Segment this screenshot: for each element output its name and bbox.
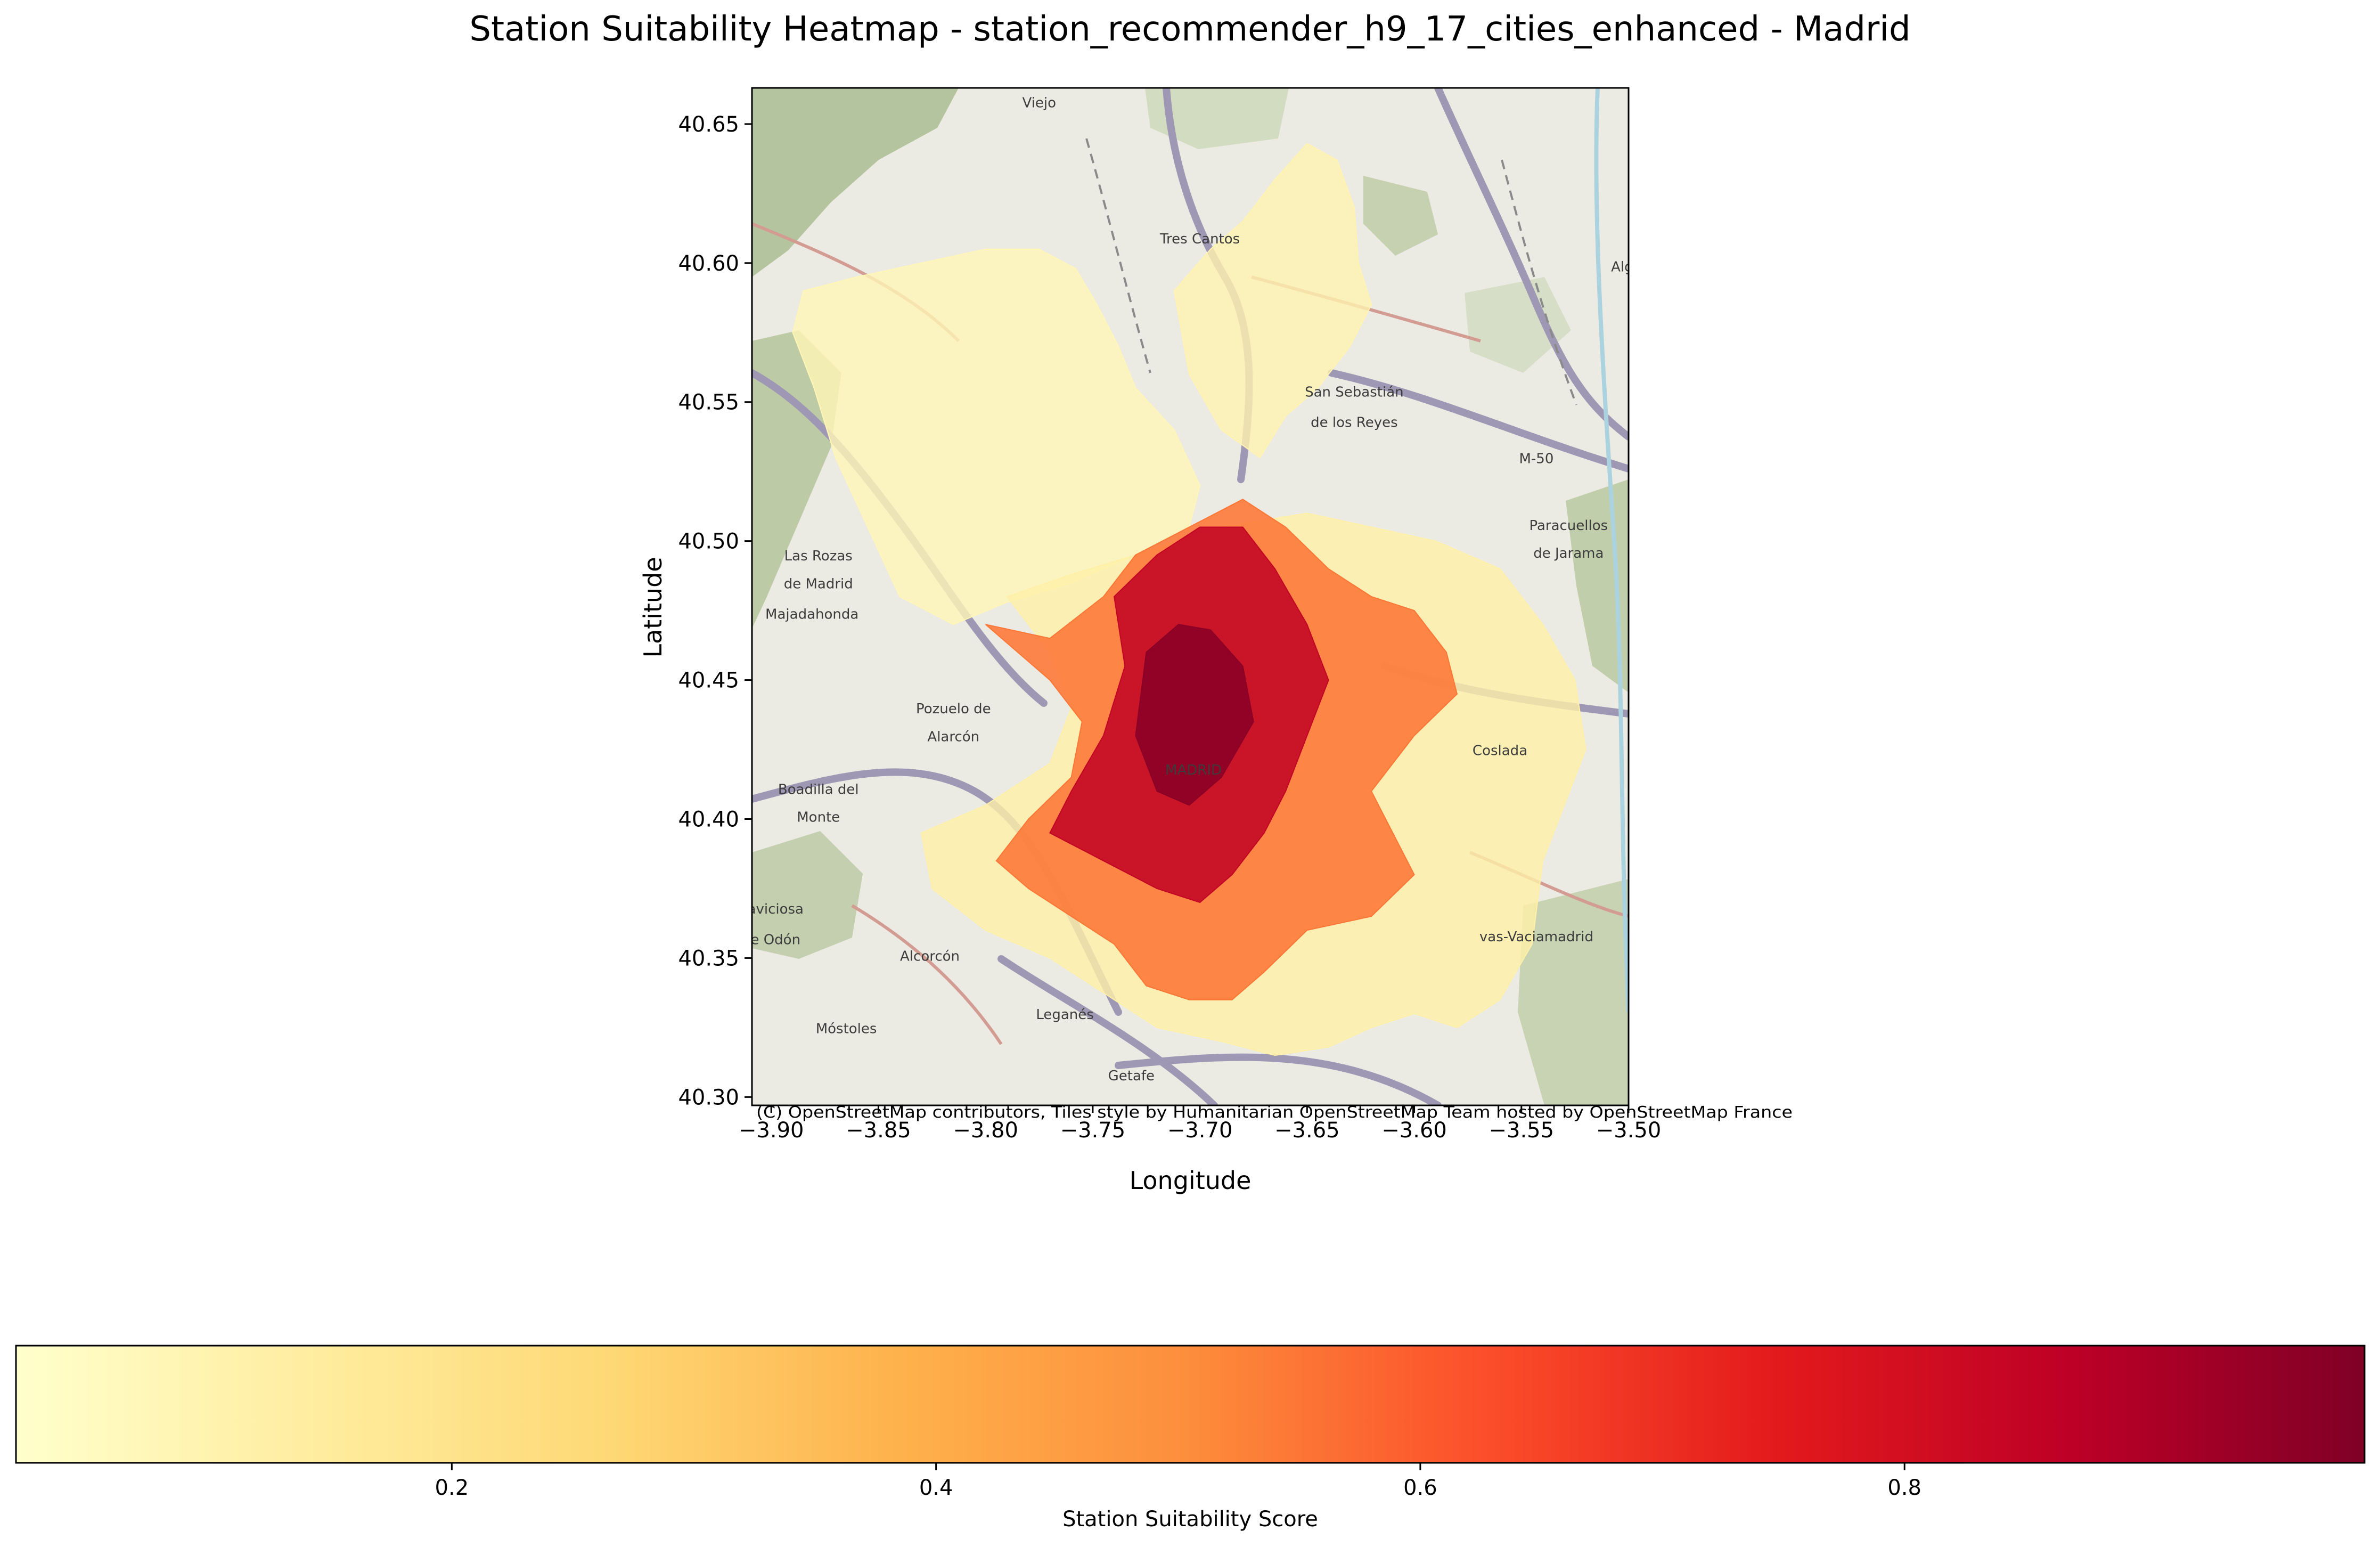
place-label-9: Pozuelo de	[916, 701, 991, 717]
place-label-3: de los Reyes	[1311, 415, 1398, 431]
y-axis: 40.30 40.35 40.40 40.45 40.50 40.55 40.60 40.65	[678, 112, 752, 1110]
place-label-11: Coslada	[1473, 743, 1527, 759]
heat-region-1	[792, 248, 1201, 625]
y-tick-label-3: 40.40	[678, 807, 739, 832]
x-tick-label-6: −3.65	[1274, 1118, 1340, 1143]
place-label-6: Las Rozas	[784, 548, 853, 564]
place-label-7: de Madrid	[784, 576, 853, 592]
y-tick-label-2: 40.35	[678, 946, 739, 971]
y-tick-label-5: 40.50	[678, 530, 739, 554]
colorbar-label: Station Suitability Score	[1062, 1507, 1318, 1532]
forest-area-southeast	[1518, 879, 1629, 1105]
y-tick-label-7: 40.60	[678, 251, 739, 276]
colorbar-ticks: 0.2 0.4 0.6 0.8	[435, 1463, 1921, 1500]
place-label-18: Getafe	[1108, 1068, 1155, 1084]
x-tick-label-1: −3.90	[739, 1118, 804, 1143]
heat-region-6	[1135, 624, 1254, 806]
x-tick-label-9: −3.50	[1596, 1118, 1662, 1143]
colorbar-tick-label-4: 0.8	[1887, 1476, 1921, 1500]
place-label-10: Alarcón	[927, 729, 979, 745]
place-labels: Tres Cantos San Sebastián de los Reyes Para…	[748, 95, 1633, 1085]
park-area-east	[1465, 277, 1571, 373]
x-tick-label-2: −3.85	[846, 1118, 911, 1143]
y-tick-label-8: 40.65	[678, 112, 739, 137]
basemap: Tres Cantos San Sebastián de los Reyes Para…	[748, 88, 1633, 1105]
chart-title: Station Suitability Heatmap - station_re…	[469, 10, 1911, 49]
place-label-19: vas-Vaciamadrid	[1479, 929, 1593, 945]
place-label-14: MADRID	[1165, 762, 1222, 778]
x-axis: −3.90 −3.85 −3.80 −3.75 −3.70 −3.65 −3.60 −3.55…	[739, 1105, 1661, 1143]
park-area-north	[1145, 88, 1289, 149]
forest-area-north	[1363, 176, 1438, 256]
x-tick-label-3: −3.80	[953, 1118, 1018, 1143]
x-tick-label-4: −3.75	[1060, 1118, 1126, 1143]
x-tick-label-8: −3.55	[1488, 1118, 1554, 1143]
place-label-24: M-50	[1519, 451, 1553, 467]
x-tick-label-5: −3.70	[1167, 1118, 1233, 1143]
place-label-5: de Jarama	[1533, 545, 1604, 561]
place-label-17: Móstoles	[816, 1021, 877, 1037]
suitability-heat-layer	[792, 143, 1586, 1056]
map-attribution-full: (C) OpenStreetMap contributors, Tiles st…	[756, 1103, 1793, 1122]
colorbar-tick-label-2: 0.4	[919, 1476, 953, 1500]
y-tick-label-4: 40.45	[678, 669, 739, 693]
place-label-15: Alcorcón	[900, 949, 960, 965]
colorbar	[15, 1345, 2366, 1464]
heat-region-2	[1173, 143, 1372, 459]
y-tick-label-6: 40.55	[678, 390, 739, 415]
place-label-1: Tres Cantos	[1159, 231, 1240, 247]
place-label-2: San Sebastián	[1305, 384, 1404, 400]
place-label-4: Paracuellos	[1529, 518, 1608, 534]
place-label-16: Leganés	[1036, 1007, 1093, 1023]
railways	[1085, 138, 1577, 405]
x-axis-label: Longitude	[1130, 1166, 1252, 1195]
place-label-12: Boadilla del	[778, 782, 859, 798]
colorbar-tick-label-1: 0.2	[435, 1476, 469, 1500]
place-label-8: Majadahonda	[765, 607, 858, 623]
y-tick-label-1: 40.30	[678, 1085, 739, 1110]
plot-frame	[751, 87, 1630, 1106]
place-label-22: Viejo	[1022, 95, 1056, 111]
place-label-20: aviciosa	[748, 901, 804, 917]
place-label-13: Monte	[797, 810, 840, 826]
colorbar-tick-label-3: 0.6	[1403, 1476, 1437, 1500]
x-tick-label-7: −3.60	[1381, 1118, 1447, 1143]
place-label-23: Alg	[1611, 259, 1633, 275]
river	[1594, 88, 1629, 1013]
forest-area-southwest	[752, 831, 863, 959]
forest-area-northwest	[752, 88, 959, 277]
place-label-21: e Odón	[750, 932, 800, 948]
y-axis-label: Latitude	[639, 557, 667, 657]
